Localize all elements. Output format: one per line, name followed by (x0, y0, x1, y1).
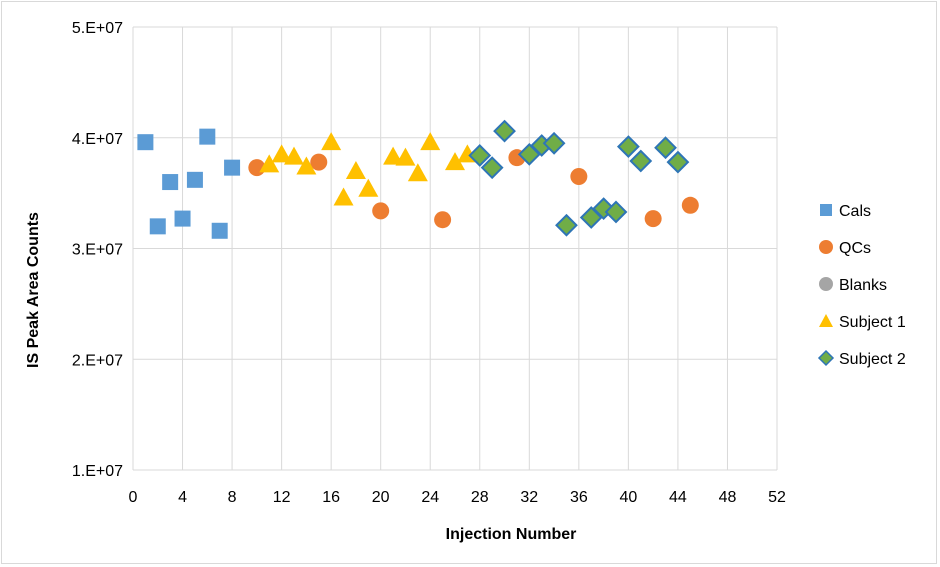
point-subject-2 (629, 149, 653, 173)
legend: Cals QCs Blanks Subject 1 Subject 2 (817, 203, 906, 368)
tick-labels: 0 4 8 12 16 20 24 28 32 36 40 44 48 521.E+072.E+073.E… (72, 20, 786, 506)
x-tick-label: 4 (178, 489, 187, 506)
x-tick-label: 48 (719, 489, 737, 506)
point-subject-2 (616, 135, 640, 159)
point-cals (199, 128, 216, 145)
point-subject-2 (542, 131, 566, 155)
x-tick-label: 36 (570, 489, 588, 506)
y-tick-label: 5.E+07 (72, 20, 123, 37)
point-subject-1 (296, 156, 317, 175)
legend-entry-cals: Cals (820, 203, 871, 220)
x-tick-label: 16 (322, 489, 340, 506)
point-qcs (644, 210, 662, 228)
legend-label-cals: Cals (839, 203, 871, 220)
point-qcs (310, 153, 328, 171)
x-axis-title: Injection Number (446, 526, 577, 543)
y-axis-title: IS Peak Area Counts (25, 212, 42, 368)
x-tick-label: 8 (228, 489, 237, 506)
point-subject-1 (321, 132, 342, 151)
y-tick-label: 2.E+07 (72, 352, 123, 369)
legend-entry-subject-2: Subject 2 (817, 349, 906, 368)
point-qcs (570, 168, 588, 186)
point-cals (211, 222, 228, 239)
point-subject-2 (604, 200, 628, 224)
x-tick-label: 44 (669, 489, 687, 506)
point-qcs (372, 202, 390, 220)
x-tick-label: 52 (768, 489, 786, 506)
legend-marker-cals (820, 204, 832, 216)
legend-entry-blanks: Blanks (819, 277, 887, 294)
point-cals (137, 134, 154, 151)
point-subject-2 (493, 119, 516, 143)
data-points (137, 119, 699, 239)
point-subject-1 (383, 146, 404, 165)
point-subject-1 (259, 154, 280, 173)
legend-label-blanks: Blanks (839, 277, 887, 294)
x-tick-label: 32 (520, 489, 538, 506)
x-tick-label: 24 (421, 489, 439, 506)
point-subject-1 (445, 152, 465, 171)
legend-entry-qcs: QCs (819, 240, 871, 257)
point-subject-1 (420, 132, 441, 151)
point-subject-2 (666, 150, 690, 174)
point-cals (224, 159, 241, 176)
point-subject-1 (271, 144, 292, 163)
point-cals (174, 210, 191, 227)
y-tick-label: 4.E+07 (72, 131, 123, 148)
legend-marker-blanks (819, 277, 833, 291)
x-tick-label: 28 (471, 489, 489, 506)
point-subject-1 (395, 147, 416, 166)
point-qcs (681, 196, 699, 214)
legend-marker-subject-1 (819, 314, 833, 327)
point-cals (149, 218, 166, 235)
legend-label-qcs: QCs (839, 240, 871, 257)
point-subject-2 (555, 213, 578, 237)
point-subject-2 (468, 144, 492, 167)
point-subject-2 (480, 156, 504, 180)
legend-marker-qcs (819, 240, 833, 254)
legend-label-subject-1: Subject 1 (839, 314, 906, 331)
point-subject-1 (407, 163, 428, 182)
x-tick-label: 40 (619, 489, 637, 506)
x-tick-label: 20 (372, 489, 390, 506)
legend-entry-subject-1: Subject 1 (819, 314, 906, 331)
point-qcs (434, 211, 452, 229)
legend-label-subject-2: Subject 2 (839, 351, 906, 368)
point-cals (186, 171, 203, 188)
point-subject-1 (333, 187, 354, 206)
x-tick-label: 0 (129, 489, 138, 506)
point-subject-1 (284, 146, 304, 165)
grid-lines (132, 26, 778, 471)
point-subject-1 (358, 178, 379, 197)
legend-marker-subject-2 (817, 349, 835, 367)
x-tick-label: 12 (273, 489, 291, 506)
y-tick-label: 3.E+07 (72, 242, 123, 259)
point-subject-2 (654, 136, 677, 160)
point-subject-1 (345, 160, 366, 179)
y-tick-label: 1.E+07 (72, 463, 123, 480)
point-cals (162, 174, 179, 191)
